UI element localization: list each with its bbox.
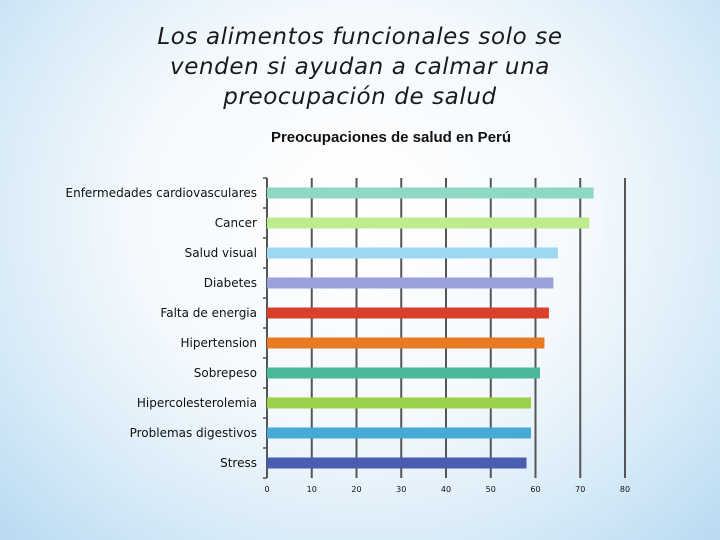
x-tick-label-50: 50	[486, 485, 496, 494]
slide-title-line-3: preocupación de salud	[223, 84, 497, 110]
category-label-1: Enfermedades cardiovasculares	[66, 186, 258, 200]
x-tick-label-30: 30	[396, 485, 406, 494]
bar-4	[267, 277, 554, 289]
slide-title: Los alimentos funcionales solo se venden…	[0, 22, 720, 112]
x-tick-label-60: 60	[530, 485, 540, 494]
category-label-4: Diabetes	[204, 276, 257, 290]
slide-title-line-1: Los alimentos funcionales solo se	[157, 24, 563, 50]
bar-2	[267, 217, 590, 229]
category-label-5: Falta de energia	[160, 306, 257, 320]
x-tick-label-0: 0	[264, 485, 269, 494]
category-label-3: Salud visual	[185, 246, 257, 260]
bar-6	[267, 337, 545, 349]
chart-title: Preocupaciones de salud en Perú	[271, 129, 511, 146]
bar-1	[267, 187, 594, 199]
bar-9	[267, 427, 532, 439]
category-label-10: Stress	[220, 456, 257, 470]
category-label-9: Problemas digestivos	[130, 426, 257, 440]
bar-5	[267, 307, 549, 319]
x-tick-label-80: 80	[620, 485, 630, 494]
x-tick-label-70: 70	[575, 485, 585, 494]
x-tick-label-20: 20	[351, 485, 361, 494]
bar-3	[267, 247, 558, 259]
bar-7	[267, 367, 540, 379]
x-tick-label-10: 10	[307, 485, 317, 494]
category-label-7: Sobrepeso	[194, 366, 257, 380]
bar-8	[267, 397, 532, 409]
x-tick-label-40: 40	[441, 485, 451, 494]
category-label-6: Hipertension	[180, 336, 257, 350]
slide-title-line-2: venden si ayudan a calmar una	[170, 54, 550, 80]
plot-area: 0 10 20 30 40 50 60 70 80 Enfermedades cardiovasc…	[66, 177, 630, 494]
category-label-8: Hipercolesterolemia	[137, 396, 257, 410]
bar-10	[267, 457, 527, 469]
category-label-2: Cancer	[215, 216, 257, 230]
